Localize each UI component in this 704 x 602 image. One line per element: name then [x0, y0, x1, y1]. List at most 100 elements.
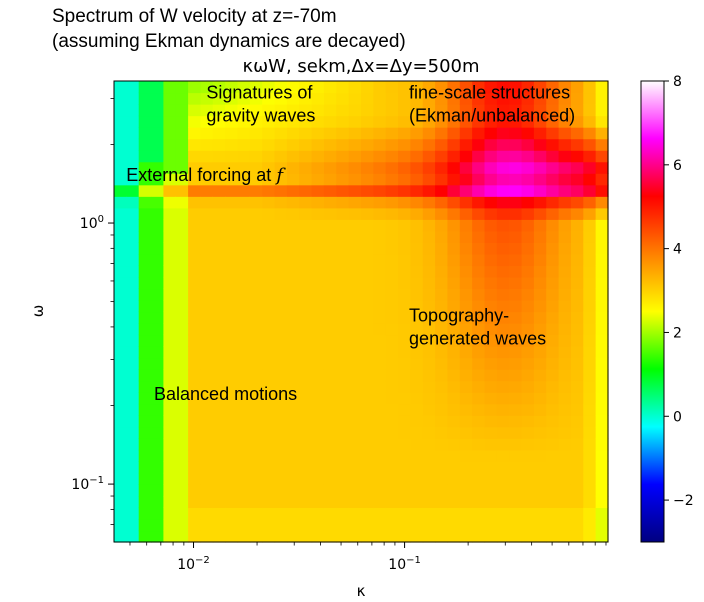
heatmap-cell: [249, 219, 263, 232]
heatmap-cell: [323, 346, 337, 359]
heatmap-cell: [323, 323, 337, 336]
heatmap-cell: [212, 392, 226, 405]
heatmap-cell: [558, 507, 572, 520]
heatmap-cell: [138, 150, 152, 163]
heatmap-cell: [361, 495, 374, 509]
heatmap-cell: [286, 288, 300, 301]
heatmap-cell: [558, 253, 572, 267]
heatmap-cell: [558, 334, 572, 347]
heatmap-cell: [385, 138, 399, 151]
heatmap-cell: [398, 104, 411, 117]
heatmap-cell: [484, 92, 498, 105]
heatmap-cell: [459, 242, 473, 255]
heatmap-cell: [323, 230, 337, 243]
heatmap-cell: [583, 438, 597, 451]
heatmap-cell: [249, 184, 263, 197]
heatmap-cell: [496, 161, 510, 174]
heatmap-cell: [138, 472, 152, 485]
heatmap-cell: [422, 357, 436, 370]
heatmap-cell: [472, 472, 486, 485]
heatmap-cell: [521, 219, 535, 232]
heatmap-cell: [348, 449, 362, 462]
heatmap-cell: [385, 357, 399, 370]
heatmap-cell: [496, 115, 510, 128]
heatmap-cell: [336, 334, 350, 347]
heatmap-cell: [410, 230, 424, 243]
heatmap-cell: [323, 196, 337, 209]
heatmap-cell: [311, 242, 325, 255]
heatmap-cell: [200, 323, 214, 336]
heatmap-cell: [385, 346, 399, 359]
heatmap-cell: [336, 507, 350, 520]
heatmap-cell: [286, 311, 300, 324]
heatmap-cell: [225, 265, 239, 278]
heatmap-cell: [558, 104, 572, 117]
heatmap-cell: [336, 518, 350, 532]
heatmap-cell: [459, 276, 473, 290]
heatmap-cell: [472, 138, 486, 151]
heatmap-cell: [546, 150, 560, 163]
heatmap-cell: [595, 92, 609, 105]
heatmap-cell: [435, 207, 449, 220]
heatmap-cell: [521, 184, 535, 197]
heatmap-cell: [558, 196, 572, 209]
heatmap-cell: [311, 484, 325, 497]
heatmap-cell: [595, 288, 609, 301]
heatmap-cell: [410, 104, 424, 117]
heatmap-cell: [138, 207, 152, 220]
heatmap-cell: [558, 518, 572, 532]
heatmap-cell: [484, 138, 498, 151]
heatmap-cell: [114, 415, 127, 428]
heatmap-cell: [570, 253, 584, 267]
heatmap-cell: [496, 184, 510, 197]
heatmap-cell: [361, 288, 374, 301]
heatmap-cell: [509, 380, 523, 393]
heatmap-cell: [398, 357, 411, 370]
heatmap-cell: [459, 369, 473, 382]
heatmap-cell: [262, 219, 276, 232]
heatmap-cell: [225, 380, 239, 393]
heatmap-cell: [472, 334, 486, 347]
heatmap-cell: [151, 472, 164, 485]
heatmap-cell: [570, 219, 584, 232]
heatmap-cell: [533, 403, 547, 416]
heatmap-cell: [126, 530, 140, 543]
heatmap-cell: [336, 150, 350, 163]
heatmap-cell: [299, 81, 313, 94]
heatmap-cell: [373, 104, 387, 117]
heatmap-cell: [163, 369, 177, 382]
heatmap-cell: [546, 92, 560, 105]
heatmap-cell: [509, 276, 523, 290]
heatmap-cell: [521, 415, 535, 428]
heatmap-cell: [410, 346, 424, 359]
heatmap-cell: [484, 530, 498, 543]
heatmap-cell: [237, 219, 251, 232]
heatmap-cell: [447, 449, 461, 462]
heatmap-cell: [496, 449, 510, 462]
heatmap-cell: [410, 403, 424, 416]
heatmap-cell: [435, 299, 449, 313]
heatmap-cell: [212, 161, 226, 174]
heatmap-cell: [509, 346, 523, 359]
heatmap-cell: [533, 472, 547, 485]
heatmap-cell: [533, 173, 547, 186]
heatmap-cell: [361, 323, 374, 336]
heatmap-cell: [212, 207, 226, 220]
heatmap-cell: [262, 426, 276, 439]
heatmap-cell: [472, 392, 486, 405]
heatmap-cell: [410, 461, 424, 474]
heatmap-cell: [286, 196, 300, 209]
heatmap-cell: [533, 207, 547, 220]
heatmap-cell: [200, 138, 214, 151]
heatmap-cell: [484, 507, 498, 520]
heatmap-cell: [373, 173, 387, 186]
heatmap-cell: [422, 92, 436, 105]
heatmap-cell: [509, 461, 523, 474]
heatmap-cell: [521, 346, 535, 359]
heatmap-cell: [323, 276, 337, 290]
x-tick-label: 10−2: [177, 555, 210, 573]
heatmap-cell: [509, 92, 523, 105]
heatmap-cell: [496, 334, 510, 347]
heatmap-cell: [472, 81, 486, 94]
heatmap-cell: [323, 403, 337, 416]
